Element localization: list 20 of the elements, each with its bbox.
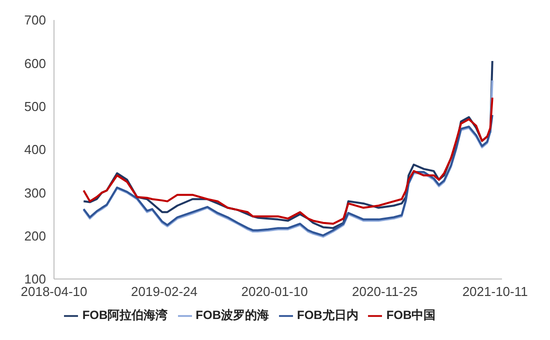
y-tick-label: 300 (24, 185, 46, 200)
legend-label: FOB中国 (386, 308, 436, 322)
y-tick-label: 400 (24, 142, 46, 158)
x-tick-label: 2021-10-11 (462, 284, 528, 300)
x-tick-label: 2018-04-10 (20, 284, 88, 300)
legend-label: FOB阿拉伯海湾 (82, 308, 168, 322)
x-tick-label: 2019-02-24 (131, 284, 198, 300)
y-tick-label: 500 (24, 98, 46, 114)
x-tick-label: 2020-01-10 (241, 284, 308, 300)
y-tick-label: 100 (24, 272, 46, 287)
y-tick-label: 200 (24, 228, 46, 244)
y-tick-label: 600 (24, 56, 46, 71)
y-tick-label: 700 (24, 12, 46, 28)
line-series (82, 114, 494, 236)
line-series (82, 60, 494, 230)
legend-label: FOB尤日内 (297, 308, 358, 322)
line-series (82, 79, 494, 238)
line-series (82, 96, 494, 225)
x-tick-label: 2020-11-25 (352, 284, 418, 300)
legend-label: FOB波罗的海 (196, 308, 269, 322)
